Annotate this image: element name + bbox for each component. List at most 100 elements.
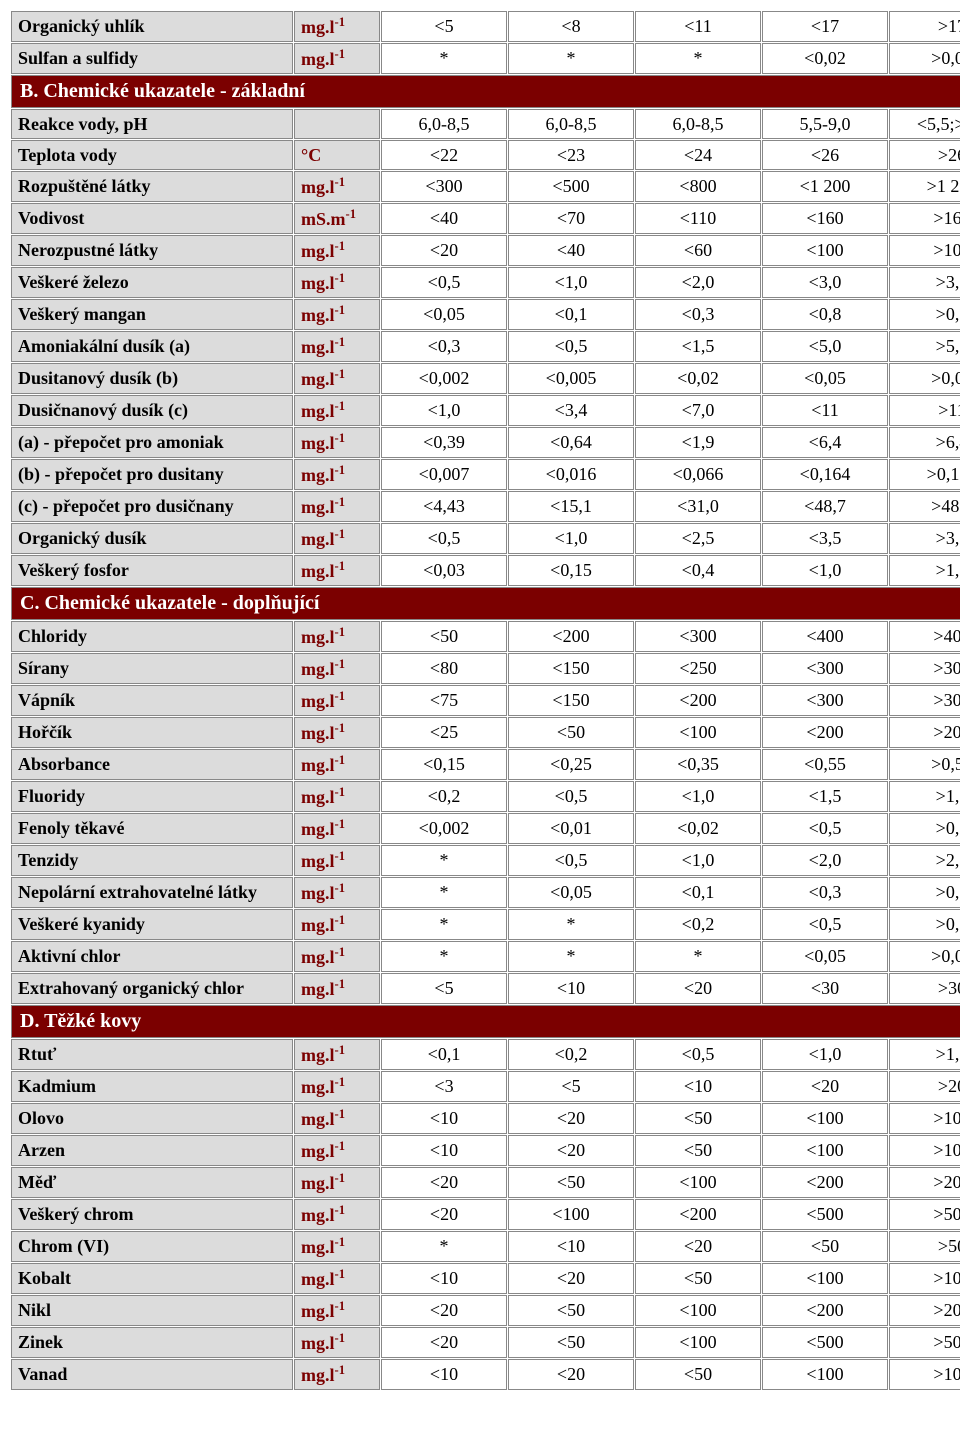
param-value: <200 <box>762 1295 888 1326</box>
param-name: Chloridy <box>11 621 293 652</box>
param-value: <10 <box>381 1103 507 1134</box>
param-value: >500 <box>889 1327 960 1358</box>
param-value: >0,3 <box>889 877 960 908</box>
param-unit: mg.l-1 <box>294 1263 380 1294</box>
param-value: <100 <box>635 1295 761 1326</box>
param-unit: mg.l-1 <box>294 427 380 458</box>
param-name: Teplota vody <box>11 140 293 170</box>
param-value: <0,2 <box>381 781 507 812</box>
param-name: Kobalt <box>11 1263 293 1294</box>
param-value: <15,1 <box>508 491 634 522</box>
param-value: <0,1 <box>635 877 761 908</box>
param-value: <2,5 <box>635 523 761 554</box>
section-header: B. Chemické ukazatele - základní <box>11 75 960 108</box>
param-value: >300 <box>889 653 960 684</box>
param-value: <0,005 <box>508 363 634 394</box>
param-unit: mg.l-1 <box>294 235 380 266</box>
param-value: <100 <box>508 1199 634 1230</box>
param-value: <150 <box>508 653 634 684</box>
param-value: 5,5-9,0 <box>762 109 888 139</box>
param-unit: mg.l-1 <box>294 781 380 812</box>
param-value: * <box>381 941 507 972</box>
param-name: Arzen <box>11 1135 293 1166</box>
param-name: Olovo <box>11 1103 293 1134</box>
param-value: <1,5 <box>635 331 761 362</box>
param-unit: mg.l-1 <box>294 813 380 844</box>
param-unit: mg.l-1 <box>294 685 380 716</box>
param-value: <26 <box>762 140 888 170</box>
param-value: <50 <box>381 621 507 652</box>
param-name: Chrom (VI) <box>11 1231 293 1262</box>
param-value: <20 <box>381 1295 507 1326</box>
table-row: Sulfan a sulfidymg.l-1***<0,02>0,02 <box>11 43 960 74</box>
param-value: >0,164 <box>889 459 960 490</box>
param-value: <1,0 <box>635 781 761 812</box>
param-name: Organický uhlík <box>11 11 293 42</box>
param-name: Sírany <box>11 653 293 684</box>
param-value: <5 <box>508 1071 634 1102</box>
param-value: <11 <box>635 11 761 42</box>
param-value: <2,0 <box>762 845 888 876</box>
param-name: Hořčík <box>11 717 293 748</box>
param-value: <20 <box>635 973 761 1004</box>
param-unit: mg.l-1 <box>294 299 380 330</box>
param-name: Nikl <box>11 1295 293 1326</box>
table-row: Vanadmg.l-1<10<20<50<100>100 <box>11 1359 960 1390</box>
param-value: <0,3 <box>762 877 888 908</box>
param-value: <100 <box>762 1103 888 1134</box>
param-value: <300 <box>762 653 888 684</box>
param-value: <0,2 <box>635 909 761 940</box>
param-value: <0,5 <box>381 523 507 554</box>
param-unit: mg.l-1 <box>294 1327 380 1358</box>
param-value: <0,15 <box>508 555 634 586</box>
param-value: <0,007 <box>381 459 507 490</box>
param-value: <6,4 <box>762 427 888 458</box>
param-value: <3 <box>381 1071 507 1102</box>
param-value: >11 <box>889 395 960 426</box>
param-value: <0,5 <box>635 1039 761 1070</box>
param-value: * <box>635 941 761 972</box>
table-row: Veškerý chrommg.l-1<20<100<200<500>500 <box>11 1199 960 1230</box>
param-value: <20 <box>381 1167 507 1198</box>
param-value: >100 <box>889 1263 960 1294</box>
param-name: Měď <box>11 1167 293 1198</box>
param-unit: mg.l-1 <box>294 395 380 426</box>
param-value: <20 <box>508 1359 634 1390</box>
param-value: <50 <box>508 1327 634 1358</box>
param-value: <1,9 <box>635 427 761 458</box>
param-name: Veškeré železo <box>11 267 293 298</box>
param-value: <2,0 <box>635 267 761 298</box>
param-value: * <box>381 43 507 74</box>
param-value: <0,066 <box>635 459 761 490</box>
param-value: <5,5;>9,0 <box>889 109 960 139</box>
param-unit: mg.l-1 <box>294 973 380 1004</box>
param-value: <30 <box>762 973 888 1004</box>
param-unit: mg.l-1 <box>294 267 380 298</box>
param-value: <100 <box>762 1263 888 1294</box>
table-row: Tenzidymg.l-1*<0,5<1,0<2,0>2,0 <box>11 845 960 876</box>
param-value: <200 <box>762 1167 888 1198</box>
param-unit: mg.l-1 <box>294 1039 380 1070</box>
param-value: * <box>381 877 507 908</box>
param-value: <1,0 <box>508 523 634 554</box>
param-value: <0,5 <box>762 909 888 940</box>
param-value: <20 <box>508 1103 634 1134</box>
param-unit: mg.l-1 <box>294 1295 380 1326</box>
param-value: >300 <box>889 685 960 716</box>
param-value: >200 <box>889 1295 960 1326</box>
param-name: Tenzidy <box>11 845 293 876</box>
param-value: >100 <box>889 1135 960 1166</box>
param-value: <50 <box>762 1231 888 1262</box>
param-value: <11 <box>762 395 888 426</box>
param-name: Vápník <box>11 685 293 716</box>
param-value: <0,5 <box>508 845 634 876</box>
section-header: C. Chemické ukazatele - doplňující <box>11 587 960 620</box>
param-value: >0,05 <box>889 941 960 972</box>
param-value: <200 <box>635 685 761 716</box>
param-value: <8 <box>508 11 634 42</box>
param-value: * <box>635 43 761 74</box>
table-row: Dusitanový dusík (b)mg.l-1<0,002<0,005<0… <box>11 363 960 394</box>
param-unit: mg.l-1 <box>294 845 380 876</box>
param-value: >100 <box>889 1359 960 1390</box>
param-value: <0,5 <box>508 781 634 812</box>
